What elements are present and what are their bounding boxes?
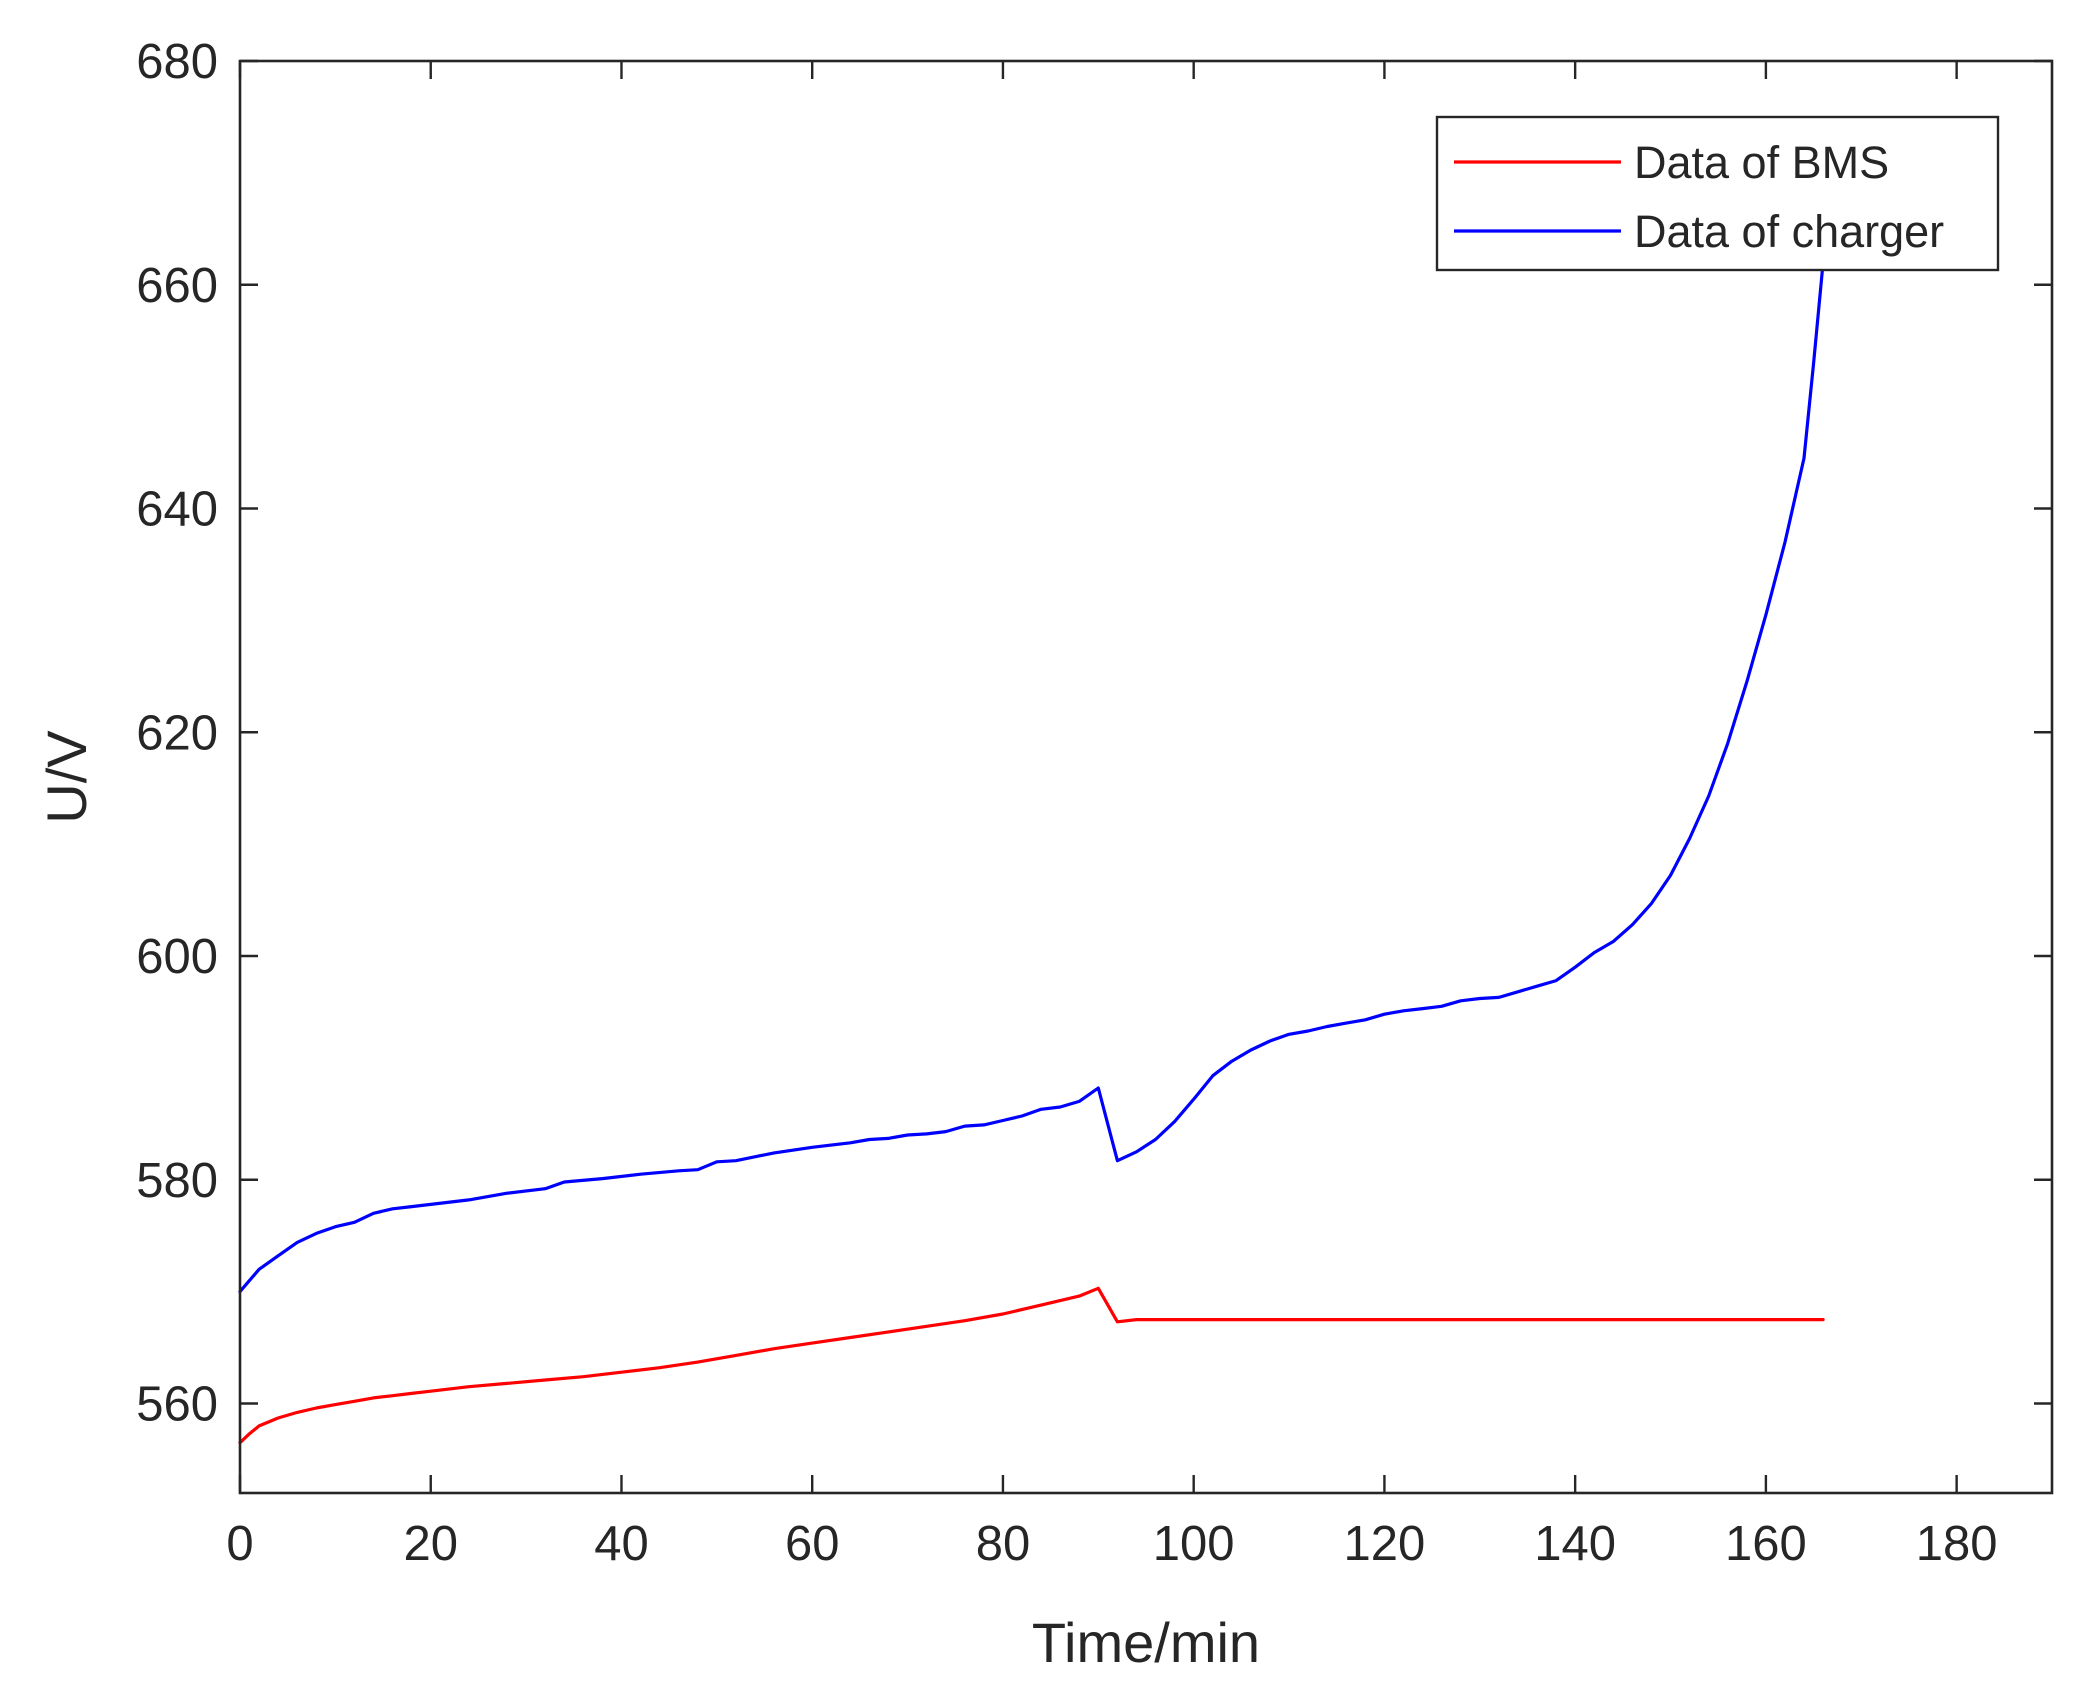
series-line-bms: [238, 1286, 1825, 1445]
x-tick-label: 140: [1534, 1517, 1616, 1571]
axis-ticks: 0 20 40 60 80 100 120 140 160 180 560 580 600 620 640 6…: [136, 35, 2052, 1571]
y-tick-label: 600: [136, 930, 218, 984]
y-tick-label: 560: [136, 1378, 218, 1432]
x-tick-label: 100: [1153, 1517, 1235, 1571]
legend-box: [1435, 115, 2000, 272]
axes-frame: [238, 59, 2054, 1495]
y-tick-label: 680: [136, 35, 218, 89]
y-tick-label: 640: [136, 483, 218, 537]
x-tick-label: 40: [594, 1517, 649, 1571]
plot-area: [240, 61, 2052, 1493]
x-axis-label: Time/min: [1032, 1611, 1260, 1674]
x-tick-label: 0: [226, 1517, 253, 1571]
y-tick-label: 580: [136, 1154, 218, 1208]
y-tick-label: 620: [136, 706, 218, 760]
series-layer: [238, 260, 1825, 1445]
series-line-charger: [238, 260, 1825, 1294]
legend: Data of BMS Data of charger: [1435, 115, 2000, 272]
x-tick-label: 160: [1725, 1517, 1807, 1571]
x-tick-label: 180: [1916, 1517, 1998, 1571]
legend-label-charger: Data of charger: [1634, 206, 1944, 257]
x-tick-label: 120: [1344, 1517, 1426, 1571]
x-tick-label: 80: [976, 1517, 1031, 1571]
y-axis-label: U/V: [35, 730, 98, 824]
x-tick-label: 20: [403, 1517, 458, 1571]
x-tick-label: 60: [785, 1517, 840, 1571]
y-tick-label: 660: [136, 259, 218, 313]
legend-label-bms: Data of BMS: [1634, 137, 1889, 188]
